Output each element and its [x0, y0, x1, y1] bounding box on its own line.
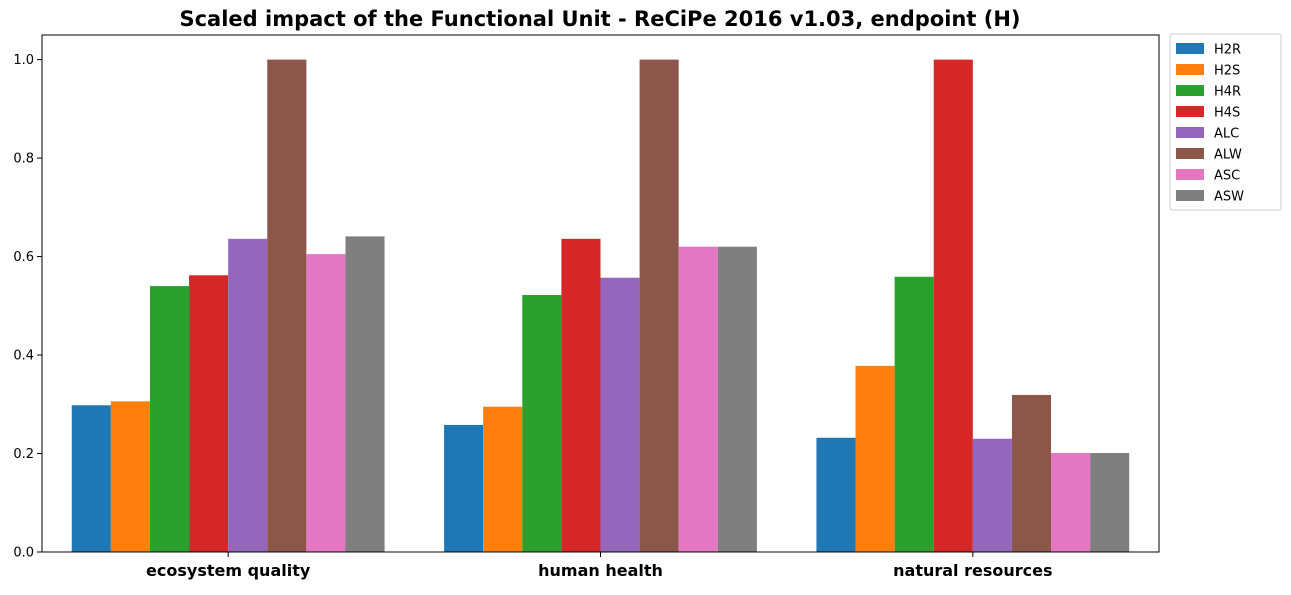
legend-swatch-h4r — [1176, 85, 1204, 96]
x-category-label: human health — [538, 561, 663, 580]
legend-label-h4s: H4S — [1214, 106, 1240, 121]
legend: H2R H2S H4R H4S ALC ALW ASC ASW — [1169, 33, 1282, 211]
y-tick-label: 0.6 — [13, 250, 34, 265]
legend-swatch-asw — [1176, 190, 1204, 201]
bar-h2r-ecosystem-quality — [71, 405, 111, 552]
bars-layer — [71, 59, 1130, 553]
bar-h2s-ecosystem-quality — [110, 401, 150, 552]
bar-alw-natural-resources — [1011, 394, 1052, 552]
bar-h2s-human-health — [483, 406, 523, 552]
x-category-label: natural resources — [893, 561, 1052, 580]
legend-label-h2r: H2R — [1214, 43, 1241, 58]
legend-frame — [1169, 33, 1282, 211]
y-tick-label: 0.2 — [13, 447, 34, 462]
bar-h4s-ecosystem-quality — [189, 275, 229, 552]
legend-label-alc: ALC — [1214, 127, 1239, 142]
bar-asc-natural-resources — [1051, 453, 1091, 552]
legend-swatch-h2s — [1176, 64, 1204, 75]
legend-swatch-alw — [1176, 148, 1204, 159]
bar-h4r-human-health — [522, 294, 562, 552]
bar-alw-human-health — [639, 59, 679, 553]
legend-swatch-alc — [1176, 127, 1204, 138]
bar-h4s-human-health — [561, 238, 601, 552]
bar-h4r-natural-resources — [894, 276, 934, 552]
legend-label-alw: ALW — [1214, 148, 1242, 163]
bar-asw-ecosystem-quality — [345, 236, 385, 552]
bar-alc-human-health — [600, 277, 640, 552]
legend-label-h2s: H2S — [1214, 64, 1240, 79]
bar-h2r-human-health — [444, 424, 484, 552]
bar-h2s-natural-resources — [855, 365, 895, 552]
bar-asw-natural-resources — [1090, 453, 1130, 552]
y-tick-label: 0.0 — [13, 546, 34, 561]
legend-swatch-h2r — [1176, 43, 1204, 54]
bar-alc-natural-resources — [972, 438, 1012, 552]
legend-swatch-h4s — [1176, 106, 1204, 117]
x-category-label: ecosystem quality — [146, 561, 311, 580]
y-tick-label: 1.0 — [13, 53, 34, 68]
legend-label-asc: ASC — [1214, 169, 1240, 184]
y-tick-label: 0.4 — [13, 349, 34, 364]
chart-title: Scaled impact of the Functional Unit - R… — [179, 7, 1020, 31]
bar-h4r-ecosystem-quality — [149, 286, 190, 552]
legend-label-h4r: H4R — [1214, 85, 1241, 100]
axes-layer: 0.0 0.2 0.4 0.6 0.8 1.0 ecosystem quality human… — [13, 34, 1160, 580]
bar-h2r-natural-resources — [816, 437, 856, 552]
bar-asc-ecosystem-quality — [306, 254, 346, 553]
bar-alw-ecosystem-quality — [267, 59, 307, 553]
legend-swatch-asc — [1176, 169, 1204, 180]
bar-h4s-natural-resources — [933, 59, 973, 553]
bar-asc-human-health — [678, 246, 718, 552]
legend-label-asw: ASW — [1214, 190, 1244, 205]
bar-alc-ecosystem-quality — [228, 238, 268, 552]
y-tick-label: 0.8 — [13, 152, 34, 167]
bar-asw-human-health — [717, 246, 757, 552]
